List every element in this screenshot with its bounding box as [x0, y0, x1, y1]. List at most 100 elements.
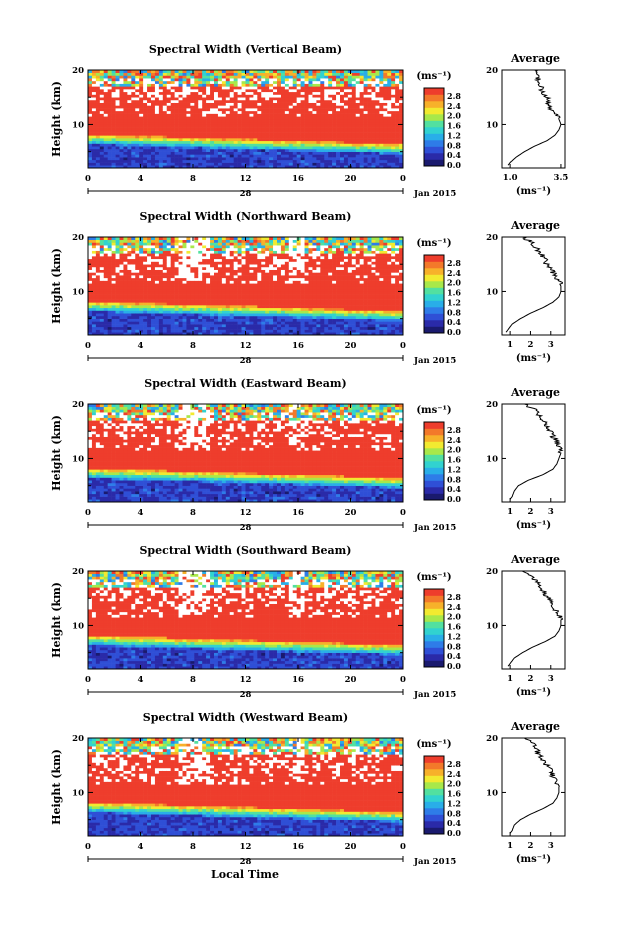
heatmap-cell: [355, 143, 360, 147]
heatmap-cell: [383, 154, 388, 158]
heatmap-cell: [119, 242, 124, 246]
heatmap-cell: [269, 299, 274, 303]
heatmap-cell: [178, 159, 183, 163]
heatmap-cell: [182, 315, 187, 319]
colorbar-tick-label: 1.6: [447, 121, 461, 131]
heatmap-cell: [233, 151, 238, 155]
heatmap-cell: [277, 108, 282, 112]
heatmap-cell: [107, 165, 112, 169]
heatmap-cell: [261, 72, 266, 76]
heatmap-cell: [127, 129, 132, 133]
heatmap-cell: [292, 78, 297, 82]
heatmap-cell: [182, 75, 187, 79]
heatmap-cell: [241, 321, 246, 325]
heatmap-cell: [147, 266, 152, 270]
heatmap-cell: [336, 162, 341, 166]
heatmap-cell: [186, 140, 191, 144]
heatmap-cell: [88, 78, 93, 82]
heatmap-cell: [135, 299, 140, 303]
heatmap-cell: [225, 148, 231, 152]
heatmap-cell: [206, 302, 211, 306]
heatmap-cell: [387, 165, 392, 169]
heatmap-cell: [383, 151, 388, 155]
heatmap-cell: [347, 110, 353, 114]
heatmap-cell: [119, 124, 124, 128]
heatmap-cell: [170, 275, 175, 279]
heatmap-cell: [399, 108, 404, 112]
heatmap-cell: [147, 326, 152, 330]
heatmap-cell: [206, 258, 211, 262]
heatmap-cell: [158, 91, 164, 95]
heatmap-cell: [99, 258, 105, 262]
heatmap-cell: [300, 315, 305, 319]
heatmap-cell: [343, 102, 349, 106]
heatmap-cell: [225, 318, 231, 322]
heatmap-cell: [304, 97, 309, 101]
heatmap-cell: [304, 75, 309, 79]
heatmap-cell: [166, 99, 171, 103]
heatmap-cell: [111, 237, 116, 241]
heatmap-cell: [359, 89, 364, 93]
heatmap-cell: [210, 124, 215, 128]
heatmap-cell: [237, 138, 242, 142]
heatmap-cell: [296, 132, 301, 136]
heatmap-cell: [269, 119, 274, 123]
heatmap-cell: [206, 159, 211, 163]
heatmap-cell: [186, 294, 191, 298]
heatmap-cell: [391, 157, 396, 161]
heatmap-cell: [198, 135, 203, 139]
heatmap-cell: [324, 151, 329, 155]
heatmap-cell: [198, 307, 203, 311]
heatmap-cell: [233, 239, 238, 243]
heatmap-cell: [292, 250, 297, 254]
heatmap-cell: [95, 286, 101, 290]
heatmap-cell: [194, 148, 199, 152]
heatmap-cell: [91, 326, 97, 330]
heatmap-cell: [261, 253, 266, 257]
heatmap-cell: [162, 119, 168, 123]
heatmap-cell: [273, 305, 278, 309]
heatmap-cell: [107, 127, 112, 131]
heatmap-cell: [387, 86, 392, 90]
heatmap-cell: [237, 91, 242, 95]
heatmap-cell: [375, 148, 380, 152]
heatmap-cell: [210, 258, 215, 262]
heatmap-cell: [391, 78, 396, 82]
heatmap-cell: [123, 299, 128, 303]
heatmap-cell: [127, 97, 132, 101]
heatmap-cell: [174, 291, 179, 295]
heatmap-cell: [296, 140, 301, 144]
heatmap-cell: [340, 154, 345, 158]
heatmap-cell: [162, 280, 168, 284]
colorbar: 0.00.40.81.21.62.02.42.8: [423, 87, 461, 170]
heatmap-cell: [143, 256, 148, 260]
heatmap-cell: [387, 148, 392, 152]
heatmap-cell: [304, 302, 309, 306]
heatmap-cell: [190, 269, 195, 273]
heatmap-cell: [186, 132, 191, 136]
heatmap-cell: [324, 99, 329, 103]
heatmap-cell: [111, 127, 116, 131]
heatmap-cell: [225, 97, 231, 101]
heatmap-cell: [91, 286, 97, 290]
heatmap-cell: [88, 138, 93, 142]
heatmap-cell: [288, 140, 294, 144]
heatmap-cell: [292, 83, 297, 87]
heatmap-cell: [154, 283, 160, 287]
heatmap-cell: [119, 102, 124, 106]
heatmap-cell: [194, 269, 199, 273]
heatmap-cell: [296, 286, 301, 290]
heatmap-cell: [265, 291, 270, 295]
heatmap-cell: [257, 99, 262, 103]
heatmap-cell: [300, 291, 305, 295]
heatmap-cell: [139, 83, 144, 87]
heatmap-cell: [261, 124, 266, 128]
heatmap-cell: [91, 135, 97, 139]
heatmap-cell: [253, 80, 258, 84]
heatmap-cell: [221, 324, 227, 328]
heatmap-cell: [225, 143, 231, 147]
heatmap-cell: [88, 108, 93, 112]
heatmap-cell: [292, 165, 297, 169]
heatmap-cell: [340, 119, 345, 123]
heatmap-cell: [202, 310, 207, 314]
